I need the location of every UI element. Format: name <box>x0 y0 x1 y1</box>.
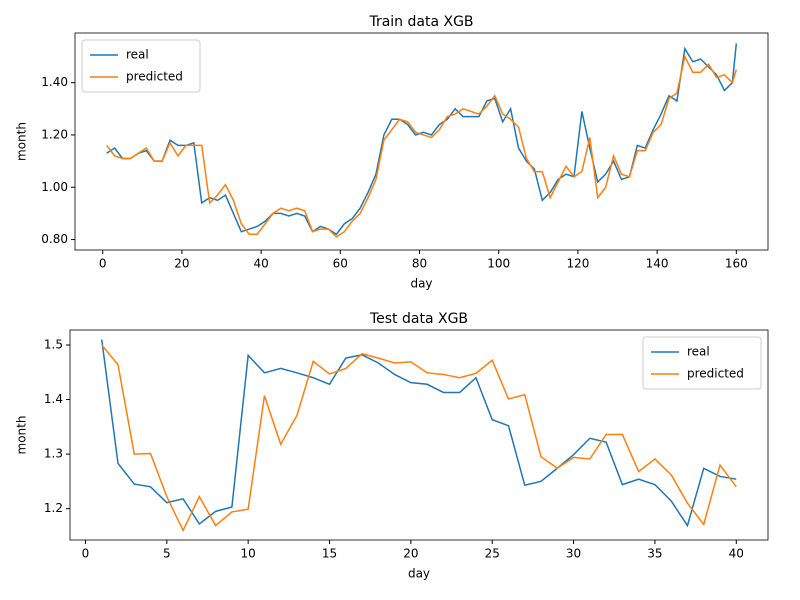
legend-label: real <box>126 48 149 62</box>
line-series <box>101 344 737 533</box>
y-tick-label: 0.80 <box>41 232 68 246</box>
y-tick-label: 1.3 <box>44 447 63 461</box>
x-tick-label: 160 <box>725 257 748 271</box>
y-tick-label: 1.4 <box>44 392 63 406</box>
y-tick-label: 1.5 <box>44 338 63 352</box>
x-tick-label: 120 <box>566 257 589 271</box>
x-tick-label: 40 <box>253 257 268 271</box>
x-tick-label: 25 <box>485 547 500 561</box>
x-tick-label: 80 <box>412 257 427 271</box>
x-tick-label: 0 <box>99 257 107 271</box>
x-tick-label: 35 <box>647 547 662 561</box>
y-tick-label: 1.2 <box>44 501 63 515</box>
x-axis-label: day <box>410 277 432 291</box>
axes-frame <box>69 329 769 541</box>
x-tick-label: 10 <box>241 547 256 561</box>
x-tick-label: 20 <box>403 547 418 561</box>
x-tick-label: 30 <box>566 547 581 561</box>
legend-box <box>81 39 201 93</box>
legend-label: predicted <box>687 367 744 381</box>
x-tick-label: 60 <box>333 257 348 271</box>
chart-title: Train data XGB <box>368 14 473 30</box>
y-axis-label: month <box>15 122 29 161</box>
y-tick-label: 1.40 <box>41 75 68 89</box>
x-tick-label: 5 <box>163 547 171 561</box>
line-series <box>106 43 738 236</box>
x-tick-label: 40 <box>729 547 744 561</box>
line-series <box>106 54 738 238</box>
y-axis-label: month <box>15 416 29 455</box>
x-tick-label: 20 <box>174 257 189 271</box>
x-axis-label: day <box>408 567 430 581</box>
legend-label: real <box>687 345 710 359</box>
axes-frame <box>74 32 769 251</box>
legend-label: predicted <box>126 70 183 84</box>
x-tick-label: 15 <box>322 547 337 561</box>
chart-title: Test data XGB <box>369 311 468 327</box>
legend-box <box>642 336 762 390</box>
x-tick-label: 140 <box>646 257 669 271</box>
y-tick-label: 1.20 <box>41 127 68 141</box>
x-tick-label: 0 <box>82 547 90 561</box>
line-series <box>100 339 737 528</box>
x-tick-label: 100 <box>487 257 510 271</box>
y-tick-label: 1.00 <box>41 180 68 194</box>
